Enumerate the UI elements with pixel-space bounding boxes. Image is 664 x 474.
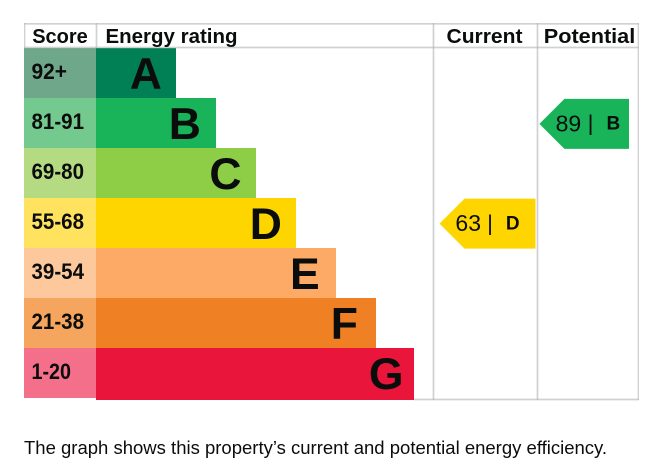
svg-text:C: C <box>209 150 241 199</box>
svg-text:89: 89 <box>556 110 582 136</box>
svg-text:|: | <box>487 210 493 235</box>
svg-text:D: D <box>250 200 282 249</box>
svg-text:D: D <box>506 214 520 235</box>
svg-text:F: F <box>331 300 358 349</box>
svg-text:Energy rating: Energy rating <box>106 26 238 48</box>
svg-text:B: B <box>607 114 621 135</box>
svg-text:1-20: 1-20 <box>32 359 72 384</box>
svg-text:21-38: 21-38 <box>32 309 85 334</box>
svg-text:92+: 92+ <box>32 59 68 84</box>
svg-text:Current: Current <box>447 26 523 48</box>
svg-text:81-91: 81-91 <box>32 109 85 134</box>
svg-text:B: B <box>169 100 201 149</box>
svg-text:55-68: 55-68 <box>32 209 85 234</box>
svg-text:G: G <box>369 350 404 399</box>
svg-text:|: | <box>588 111 594 136</box>
svg-text:69-80: 69-80 <box>32 159 85 184</box>
svg-text:Potential: Potential <box>544 26 636 48</box>
svg-text:Score: Score <box>32 26 88 48</box>
svg-text:A: A <box>130 50 162 99</box>
svg-text:E: E <box>290 250 320 299</box>
svg-text:39-54: 39-54 <box>32 259 85 284</box>
svg-text:63: 63 <box>455 210 481 236</box>
